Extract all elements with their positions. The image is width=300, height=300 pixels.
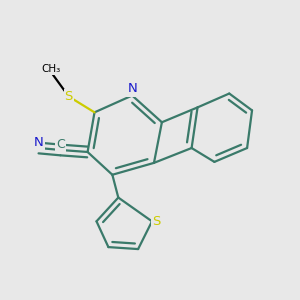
Text: S: S <box>64 90 73 103</box>
Text: N: N <box>127 82 137 95</box>
Text: C: C <box>56 138 65 151</box>
Text: N: N <box>34 136 44 149</box>
Text: CH₃: CH₃ <box>42 64 61 74</box>
Text: S: S <box>152 215 160 228</box>
